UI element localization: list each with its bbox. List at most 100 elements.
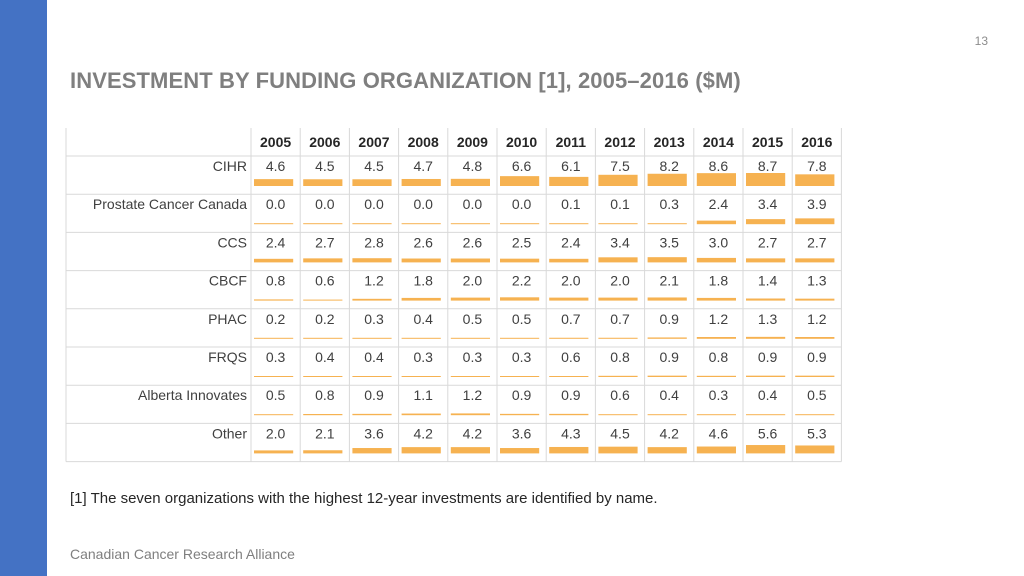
data-bar bbox=[500, 297, 540, 301]
cell-value: 2.0 bbox=[463, 273, 483, 289]
data-bar bbox=[795, 174, 835, 186]
cell-value: 0.9 bbox=[807, 349, 827, 365]
data-bar bbox=[500, 376, 540, 377]
cell-value: 0.3 bbox=[709, 387, 729, 403]
cell-value: 8.2 bbox=[659, 158, 679, 174]
data-bar bbox=[549, 258, 589, 263]
data-bar bbox=[303, 258, 343, 263]
cell-value: 0.7 bbox=[610, 311, 630, 327]
data-bar bbox=[352, 413, 392, 416]
data-bar bbox=[795, 258, 835, 263]
cell-value: 1.3 bbox=[758, 311, 778, 327]
data-bar bbox=[549, 223, 589, 225]
cell-value: 0.9 bbox=[512, 387, 532, 403]
cell-value: 0.6 bbox=[610, 387, 630, 403]
cell-value: 4.2 bbox=[463, 425, 483, 441]
cell-value: 1.2 bbox=[709, 311, 729, 327]
data-bar bbox=[746, 298, 786, 301]
cell-value: 0.8 bbox=[709, 349, 729, 365]
data-bar bbox=[303, 179, 343, 186]
cell-value: 1.8 bbox=[413, 273, 433, 289]
data-bar bbox=[254, 450, 294, 454]
cell-value: 2.0 bbox=[610, 273, 630, 289]
cell-value: 1.1 bbox=[413, 387, 433, 403]
cell-value: 2.4 bbox=[709, 196, 729, 212]
cell-value: 0.8 bbox=[266, 273, 286, 289]
cell-value: 0.0 bbox=[463, 196, 483, 212]
data-bar bbox=[401, 376, 441, 377]
cell-value: 0.4 bbox=[315, 349, 335, 365]
data-bar bbox=[401, 178, 441, 186]
data-bar bbox=[647, 414, 687, 416]
data-bar bbox=[647, 375, 687, 377]
data-bar bbox=[303, 223, 343, 225]
cell-value: 2.5 bbox=[512, 234, 532, 250]
data-bar bbox=[401, 223, 441, 225]
data-bar bbox=[746, 258, 786, 263]
cell-value: 1.2 bbox=[463, 387, 483, 403]
data-bar bbox=[795, 445, 835, 454]
cell-value: 3.6 bbox=[364, 425, 384, 441]
data-bar bbox=[549, 176, 589, 186]
data-bar bbox=[500, 413, 540, 416]
cell-value: 5.3 bbox=[807, 425, 827, 441]
cell-value: 4.2 bbox=[413, 425, 433, 441]
data-bar bbox=[647, 297, 687, 301]
page-number: 13 bbox=[974, 34, 988, 48]
data-bar bbox=[549, 337, 589, 339]
cell-value: 0.9 bbox=[758, 349, 778, 365]
cell-value: 0.2 bbox=[315, 311, 335, 327]
data-bar bbox=[795, 414, 835, 416]
cell-value: 0.3 bbox=[659, 196, 679, 212]
cell-value: 2.6 bbox=[463, 234, 483, 250]
data-bar bbox=[254, 337, 294, 339]
data-bar bbox=[254, 179, 294, 186]
data-bar bbox=[598, 446, 638, 454]
cell-value: 2.1 bbox=[659, 273, 679, 289]
cell-value: 8.7 bbox=[758, 158, 778, 174]
data-bar bbox=[500, 448, 540, 454]
cell-value: 4.6 bbox=[709, 425, 729, 441]
data-bar bbox=[598, 174, 638, 186]
cell-value: 2.7 bbox=[315, 234, 335, 250]
data-bar bbox=[352, 448, 392, 454]
cell-value: 0.4 bbox=[364, 349, 384, 365]
column-header-2015: 2015 bbox=[752, 134, 783, 150]
data-bar bbox=[500, 223, 540, 225]
column-header-2013: 2013 bbox=[654, 134, 685, 150]
data-bar bbox=[795, 337, 835, 339]
data-bar bbox=[746, 445, 786, 454]
cell-value: 5.6 bbox=[758, 425, 778, 441]
cell-value: 4.3 bbox=[561, 425, 581, 441]
cell-value: 2.8 bbox=[364, 234, 384, 250]
data-bar bbox=[746, 336, 786, 339]
row-label: PHAC bbox=[208, 311, 247, 327]
cell-value: 2.6 bbox=[413, 234, 433, 250]
cell-value: 0.0 bbox=[364, 196, 384, 212]
cell-value: 0.0 bbox=[512, 196, 532, 212]
data-bar bbox=[598, 223, 638, 225]
row-label: FRQS bbox=[208, 349, 247, 365]
data-bar bbox=[450, 447, 490, 454]
data-bar bbox=[450, 223, 490, 225]
data-bar bbox=[647, 257, 687, 263]
cell-value: 0.0 bbox=[315, 196, 335, 212]
cell-value: 4.5 bbox=[610, 425, 630, 441]
cell-value: 2.4 bbox=[266, 234, 286, 250]
data-bar bbox=[401, 258, 441, 263]
data-bar bbox=[696, 297, 736, 301]
cell-value: 0.2 bbox=[266, 311, 286, 327]
cell-value: 6.6 bbox=[512, 158, 532, 174]
data-bar bbox=[303, 337, 343, 339]
data-bar bbox=[795, 218, 835, 225]
data-bar bbox=[254, 299, 294, 301]
cell-value: 3.6 bbox=[512, 425, 532, 441]
data-bar bbox=[450, 413, 490, 416]
data-bar bbox=[598, 337, 638, 339]
cell-value: 2.7 bbox=[807, 234, 827, 250]
data-bar bbox=[450, 178, 490, 186]
cell-value: 0.5 bbox=[463, 311, 483, 327]
cell-value: 1.3 bbox=[807, 273, 827, 289]
data-bar bbox=[598, 414, 638, 416]
